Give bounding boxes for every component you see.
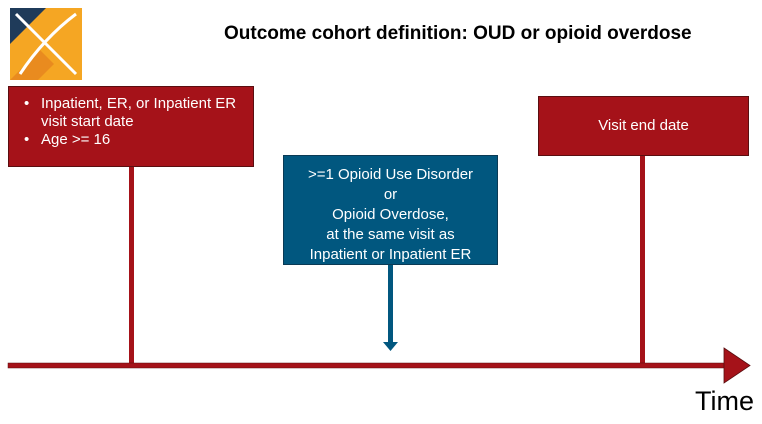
start-connector-line: [129, 166, 134, 366]
event-arrowhead-icon: [383, 342, 398, 351]
start-criterion-age: Age >= 16: [24, 131, 245, 149]
end-connector-line: [640, 155, 645, 366]
page-title: Outcome cohort definition: OUD or opioid…: [224, 23, 692, 44]
time-axis-arrow: [7, 347, 751, 384]
start-criteria-box: Inpatient, ER, or Inpatient ER visit sta…: [8, 86, 254, 167]
outcome-event-box: >=1 Opioid Use Disorder or Opioid Overdo…: [283, 155, 498, 265]
event-line-2: or: [383, 186, 398, 203]
event-line-5: Inpatient or Inpatient ER: [309, 246, 472, 263]
time-axis-label: Time: [695, 386, 754, 416]
visit-end-box: Visit end date: [538, 96, 749, 156]
event-line-4: at the same visit as: [326, 226, 455, 243]
event-line-1: >=1 Opioid Use Disorder: [307, 166, 474, 183]
cross-logo-icon: [10, 8, 82, 80]
event-line-3: Opioid Overdose,: [332, 206, 449, 223]
event-connector-line: [388, 264, 393, 344]
visit-end-label: Visit end date: [598, 117, 689, 134]
start-criterion-visit: Inpatient, ER, or Inpatient ER visit sta…: [24, 95, 245, 131]
